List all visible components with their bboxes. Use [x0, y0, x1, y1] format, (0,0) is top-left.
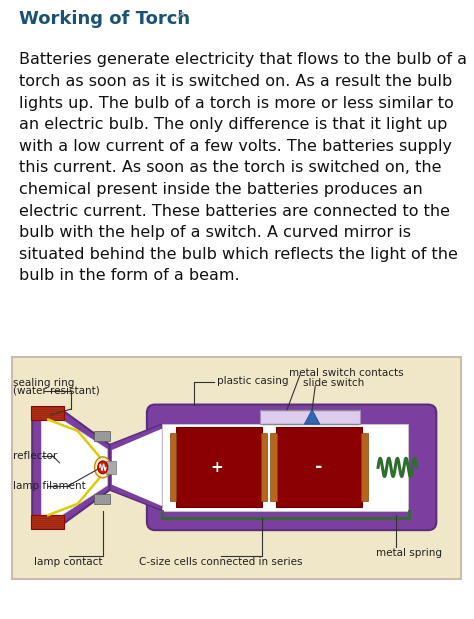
Text: Working of Torch: Working of Torch	[19, 10, 190, 28]
Bar	[106, 461, 116, 474]
Text: metal switch contacts: metal switch contacts	[289, 368, 404, 378]
Polygon shape	[41, 420, 107, 515]
FancyBboxPatch shape	[162, 424, 408, 511]
Bar	[276, 427, 362, 508]
Bar	[31, 406, 64, 420]
Text: -: -	[315, 458, 323, 477]
Text: lamp contact: lamp contact	[35, 557, 103, 567]
Text: (water resistant): (water resistant)	[13, 386, 100, 396]
Bar	[261, 433, 267, 501]
Text: C-size cells connected in series: C-size cells connected in series	[139, 557, 303, 567]
Text: lamp filament: lamp filament	[13, 480, 86, 490]
Bar	[170, 433, 176, 501]
Bar	[94, 494, 109, 504]
Bar	[260, 410, 360, 424]
Ellipse shape	[95, 457, 111, 478]
Polygon shape	[109, 424, 162, 511]
Polygon shape	[304, 410, 320, 424]
FancyBboxPatch shape	[147, 405, 436, 530]
Text: +: +	[210, 460, 223, 475]
Text: reflector: reflector	[13, 451, 57, 461]
Bar	[361, 433, 368, 501]
Bar	[270, 433, 277, 501]
Text: Batteries generate electricity that flows to the bulb of a torch as soon as it i: Batteries generate electricity that flow…	[19, 53, 467, 284]
Text: plastic casing: plastic casing	[217, 376, 288, 386]
Ellipse shape	[98, 461, 108, 474]
Bar	[175, 427, 262, 508]
Polygon shape	[32, 408, 109, 527]
Text: slide switch: slide switch	[303, 378, 364, 388]
Bar	[94, 431, 109, 441]
Text: ↗: ↗	[174, 10, 185, 23]
Polygon shape	[112, 429, 162, 506]
FancyBboxPatch shape	[12, 357, 461, 579]
Bar	[31, 515, 64, 529]
Text: metal spring: metal spring	[376, 548, 442, 558]
Text: sealing ring: sealing ring	[13, 378, 74, 388]
